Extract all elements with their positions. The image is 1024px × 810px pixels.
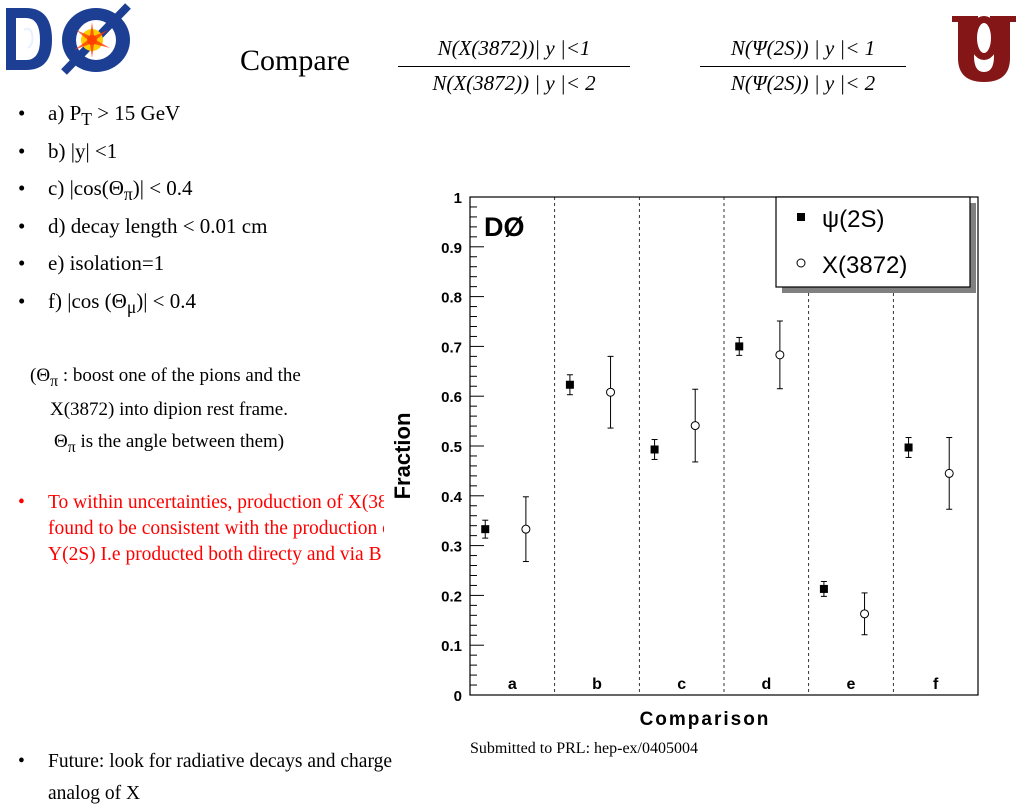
footer-reference: Submitted to PRL: hep-ex/0405004 — [470, 740, 698, 757]
d0-logo — [0, 0, 140, 76]
x-category-label: b — [592, 676, 602, 693]
legend-psi2s-marker — [797, 213, 805, 221]
legend-psi2s-label: ψ(2S) — [822, 206, 884, 233]
data-point-psi2s — [481, 525, 490, 534]
ratio-x3872-denominator: N(X(3872)) | y |< 2 — [432, 71, 596, 95]
x-category-label: f — [933, 676, 939, 693]
ou-logo — [952, 16, 1016, 82]
cut-item-f: f) |cos (Θμ)| < 0.4 — [10, 286, 410, 324]
data-point-x3872 — [606, 387, 616, 397]
y-tick-label: 0.1 — [441, 638, 462, 655]
ratio-psi2s: N(Ψ(2S)) | y |< 1 N(Ψ(2S)) | y |< 2 — [700, 36, 906, 96]
cut-item-c: c) |cos(Θπ)| < 0.4 — [10, 173, 410, 211]
ratio-psi2s-numerator: N(Ψ(2S)) | y |< 1 — [730, 36, 876, 60]
experiment-label: DØ — [484, 212, 525, 242]
x-category-label: a — [508, 676, 517, 693]
future-text: Future: look for radiative decays and ch… — [48, 751, 393, 804]
theta-pi-note: (Θπ : boost one of the pions and the X(3… — [30, 362, 400, 462]
ratio-x3872-numerator: N(X(3872))| y |<1 — [437, 36, 591, 60]
ratio-psi2s-denominator: N(Ψ(2S)) | y |< 2 — [730, 71, 876, 95]
y-axis-label: Fraction — [390, 413, 415, 500]
note-line-3: Θπ is the angle between them) — [54, 430, 285, 456]
data-point-psi2s — [565, 380, 574, 389]
data-point-psi2s — [904, 443, 913, 452]
x-axis-label: Comparison — [640, 709, 771, 730]
y-tick-label: 1 — [454, 190, 462, 207]
x-category-label: c — [677, 676, 686, 693]
cut-item-b: b) |y| <1 — [10, 136, 410, 174]
conclusion-text: To within uncertainties, production of X… — [48, 492, 445, 565]
slide-title: Compare — [240, 44, 350, 77]
data-point-psi2s — [819, 584, 828, 593]
x-category-label: d — [761, 676, 771, 693]
data-point-psi2s — [735, 342, 744, 351]
y-tick-label: 0.6 — [441, 389, 462, 406]
future-bullet: • Future: look for radiative decays and c… — [18, 751, 393, 804]
data-point-x3872 — [775, 350, 785, 360]
y-tick-label: 0.4 — [441, 489, 463, 506]
note-line-1: (Θπ : boost one of the pions and the — [30, 365, 301, 390]
data-point-psi2s — [650, 445, 659, 454]
cut-item-a: a) PT > 15 GeV — [10, 98, 410, 136]
y-tick-label: 0.9 — [441, 240, 462, 257]
cut-list: a) PT > 15 GeV b) |y| <1 c) |cos(Θπ)| < … — [10, 98, 410, 323]
y-tick-label: 0.7 — [441, 339, 462, 356]
note-line-2: X(3872) into dipion rest frame. — [50, 398, 288, 420]
y-tick-label: 0 — [454, 688, 462, 705]
y-tick-label: 0.8 — [441, 290, 462, 307]
y-tick-label: 0.3 — [441, 539, 462, 556]
data-point-x3872 — [521, 524, 531, 534]
legend: ψ(2S) X(3872) — [775, 196, 976, 293]
fraction-bar — [700, 66, 906, 67]
cut-item-e: e) isolation=1 — [10, 248, 410, 286]
fraction-bar — [398, 66, 630, 67]
conclusion-bullet: • To within uncertainties, production of … — [18, 492, 445, 565]
ratio-x3872: N(X(3872))| y |<1 N(X(3872)) | y |< 2 — [398, 36, 630, 96]
cut-item-d: d) decay length < 0.01 cm — [10, 211, 410, 249]
y-tick-label: 0.5 — [441, 439, 462, 456]
data-point-x3872 — [944, 468, 954, 478]
legend-x3872-label: X(3872) — [822, 252, 907, 279]
x-category-label: e — [847, 676, 856, 693]
data-point-x3872 — [690, 421, 700, 431]
data-point-x3872 — [860, 609, 870, 619]
y-tick-label: 0.2 — [441, 588, 462, 605]
legend-x3872-marker — [796, 258, 806, 268]
